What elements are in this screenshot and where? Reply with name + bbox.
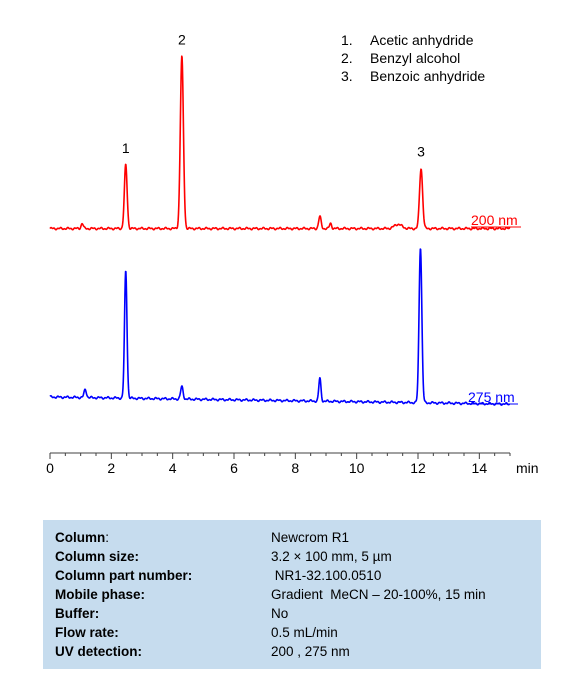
info-label: Flow rate:	[55, 625, 119, 640]
method-info-panel: Column: Newcrom R1 Column size: 3.2 × 10…	[43, 520, 541, 669]
info-value: 200 , 275 nm	[271, 644, 350, 659]
info-value: Gradient MeCN – 20-100%, 15 min	[271, 587, 486, 602]
x-tick-label: 10	[349, 460, 365, 476]
info-row-flow-rate: Flow rate: 0.5 mL/min	[55, 625, 533, 644]
legend-item: 1. Acetic anhydride	[341, 31, 485, 49]
compound-legend: 1. Acetic anhydride 2. Benzyl alcohol 3. Be…	[341, 31, 485, 85]
info-label: Buffer:	[55, 606, 100, 621]
info-value: No	[271, 606, 289, 621]
legend-item: 3. Benzoic anhydride	[341, 67, 485, 85]
x-axis: 0 2 4 6 8 10 12 14 min	[46, 452, 539, 476]
info-label: UV detection:	[55, 644, 143, 659]
x-tick-label: 14	[472, 460, 488, 476]
info-value: NR1-32.100.0510	[271, 568, 382, 583]
legend-number: 1.	[341, 32, 353, 48]
info-row-mobile-phase: Mobile phase: Gradient MeCN – 20-100%, 1…	[55, 587, 533, 606]
peak-labels: 1 2 3	[122, 32, 425, 160]
x-tick-label: 6	[230, 460, 238, 476]
info-row-uv-detection: UV detection: 200 , 275 nm	[55, 644, 533, 663]
legend-compound: Benzyl alcohol	[370, 50, 461, 66]
x-tick-label: 4	[169, 460, 177, 476]
legend-number: 3.	[341, 68, 353, 84]
info-label: Column:	[55, 530, 110, 545]
info-value: Newcrom R1	[271, 530, 350, 545]
info-row-column-size: Column size: 3.2 × 100 mm, 5 µm	[55, 549, 533, 568]
legend-item: 2. Benzyl alcohol	[341, 49, 485, 67]
info-row-column: Column: Newcrom R1	[55, 530, 533, 549]
trace-200-nm	[49, 55, 511, 231]
info-value: 0.5 mL/min	[271, 625, 338, 640]
info-row-part-number: Column part number: NR1-32.100.0510	[55, 568, 533, 587]
legend-compound: Acetic anhydride	[370, 32, 474, 48]
x-tick-label: 2	[107, 460, 115, 476]
x-tick-label: 8	[291, 460, 299, 476]
peak-label: 2	[178, 32, 186, 48]
info-value: 3.2 × 100 mm, 5 µm	[271, 549, 392, 564]
traces: 200 nm 275 nm	[49, 55, 521, 406]
info-label: Column part number:	[55, 568, 193, 583]
x-tick-label: 0	[46, 460, 54, 476]
info-label: Mobile phase:	[55, 587, 146, 602]
info-label: Column size:	[55, 549, 140, 564]
peak-label: 1	[122, 140, 130, 156]
x-axis-label: min	[516, 460, 539, 476]
x-tick-label: 12	[410, 460, 426, 476]
trace-275-nm	[49, 248, 511, 406]
legend-number: 2.	[341, 50, 353, 66]
info-row-buffer: Buffer: No	[55, 606, 533, 625]
peak-label: 3	[417, 143, 425, 159]
trace-label: 200 nm	[471, 212, 518, 228]
legend-compound: Benzoic anhydride	[370, 68, 486, 84]
trace-label: 275 nm	[468, 389, 515, 405]
